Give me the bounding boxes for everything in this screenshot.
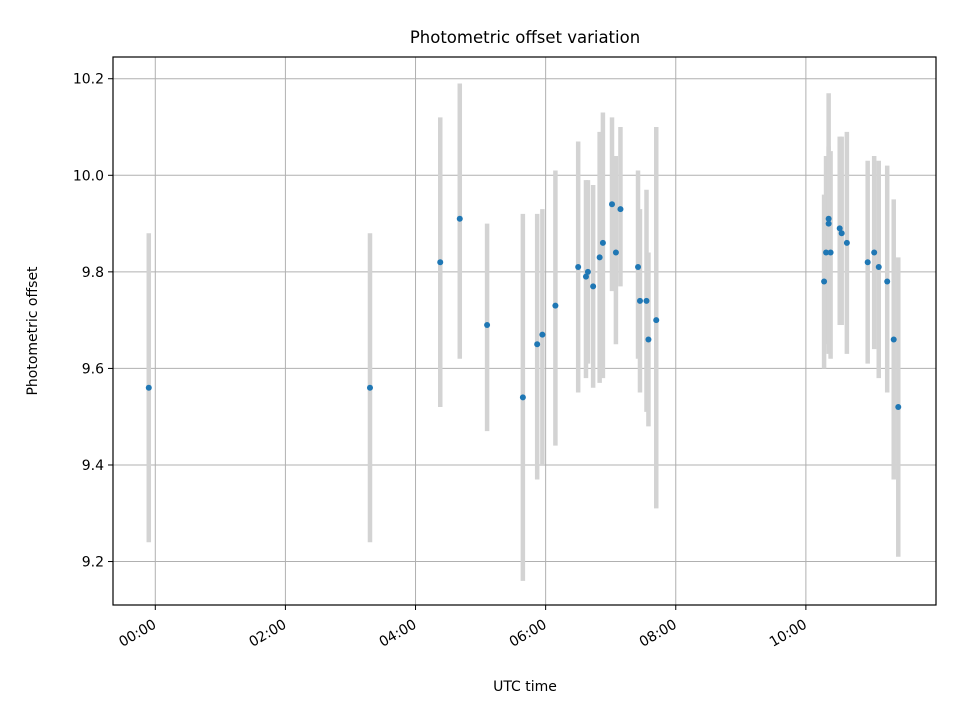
chart-title: Photometric offset variation [410,28,640,47]
data-point [609,201,616,208]
data-point [827,249,834,256]
y-tick-label: 9.2 [82,555,104,571]
data-point [823,249,830,256]
data-point [653,317,660,324]
data-point [612,249,619,256]
data-point [636,297,643,304]
y-tick-label: 10.2 [73,72,104,88]
y-tick-label: 9.8 [82,265,104,281]
data-point [875,264,882,271]
y-axis-label: Photometric offset [25,266,41,396]
data-point [821,278,828,285]
y-axis-ticks: 9.2 9.4 9.6 9.8 10.0 10.2 [73,72,113,571]
data-point [366,384,373,391]
data-point [871,249,878,256]
data-point [645,336,652,343]
data-point [836,225,843,232]
data-point [643,297,650,304]
data-point [599,239,606,246]
data-points [145,201,902,411]
data-point [582,273,589,280]
data-point [825,220,832,227]
data-point [617,206,624,213]
data-point [590,283,597,290]
y-tick-label: 9.4 [82,458,104,474]
data-point [534,341,541,348]
data-point [825,215,832,222]
data-point [584,268,591,275]
data-point [456,215,463,222]
data-point [838,230,845,237]
data-point [843,239,850,246]
plot-frame [112,56,937,606]
y-tick-label: 10.0 [73,168,104,184]
data-point [890,336,897,343]
data-point [864,259,871,266]
data-point [519,394,526,401]
data-point [596,254,603,261]
data-point [895,404,902,411]
data-point [437,259,444,266]
data-point [635,264,642,271]
y-tick-label: 9.6 [82,361,104,377]
data-point [145,384,152,391]
data-point [484,321,491,328]
data-point [552,302,559,309]
data-point [539,331,546,338]
x-axis-label: UTC time [493,679,557,695]
data-point [575,264,582,271]
data-point [884,278,891,285]
